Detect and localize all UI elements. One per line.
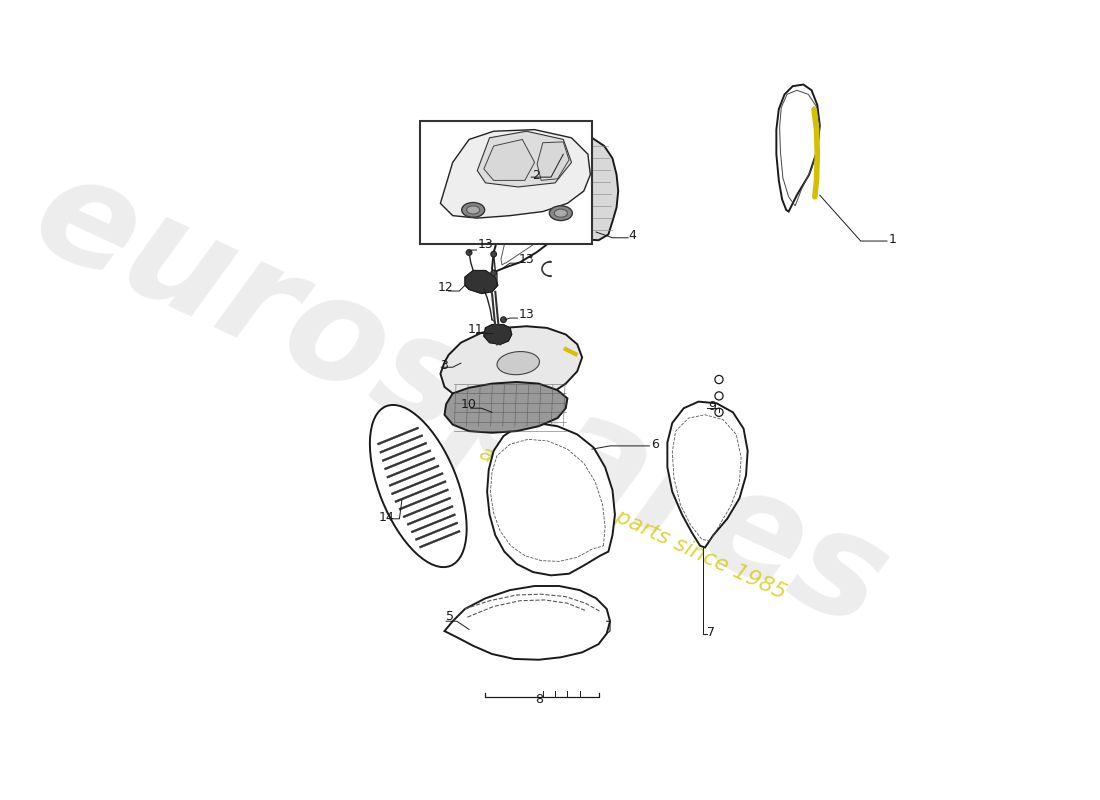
Circle shape xyxy=(491,270,496,276)
Polygon shape xyxy=(377,427,419,445)
Polygon shape xyxy=(465,270,498,294)
Text: 4: 4 xyxy=(629,230,637,242)
Text: a passion for parts since 1985: a passion for parts since 1985 xyxy=(476,442,790,603)
Polygon shape xyxy=(440,130,591,218)
Text: 10: 10 xyxy=(461,398,476,411)
Circle shape xyxy=(715,392,723,400)
Bar xyxy=(420,122,592,244)
Ellipse shape xyxy=(549,206,572,221)
Polygon shape xyxy=(382,442,427,462)
Circle shape xyxy=(500,317,506,322)
Polygon shape xyxy=(444,586,610,660)
Polygon shape xyxy=(392,473,443,495)
Ellipse shape xyxy=(462,202,485,218)
Polygon shape xyxy=(444,382,568,433)
Polygon shape xyxy=(411,514,455,533)
Ellipse shape xyxy=(466,206,480,214)
Polygon shape xyxy=(777,85,820,211)
Text: 9: 9 xyxy=(708,400,716,413)
Text: 13: 13 xyxy=(518,253,534,266)
Polygon shape xyxy=(399,489,449,510)
Polygon shape xyxy=(379,434,422,454)
Text: 8: 8 xyxy=(535,693,542,706)
Polygon shape xyxy=(551,134,618,240)
Polygon shape xyxy=(440,326,582,406)
Polygon shape xyxy=(484,139,535,181)
Polygon shape xyxy=(484,325,512,344)
Ellipse shape xyxy=(554,209,568,218)
Ellipse shape xyxy=(497,351,539,374)
Polygon shape xyxy=(668,402,748,547)
Circle shape xyxy=(491,251,496,257)
Polygon shape xyxy=(477,131,572,187)
Text: 3: 3 xyxy=(440,359,449,372)
Text: 7: 7 xyxy=(706,626,715,639)
Polygon shape xyxy=(407,506,453,526)
Circle shape xyxy=(715,375,723,384)
Ellipse shape xyxy=(370,405,466,567)
Polygon shape xyxy=(419,530,460,548)
Polygon shape xyxy=(395,481,447,502)
Polygon shape xyxy=(403,497,451,518)
Circle shape xyxy=(715,408,723,416)
Text: 11: 11 xyxy=(468,323,483,336)
Text: 14: 14 xyxy=(378,511,395,524)
Text: 13: 13 xyxy=(518,308,534,321)
Polygon shape xyxy=(537,142,569,181)
Text: eurospares: eurospares xyxy=(13,141,909,659)
Polygon shape xyxy=(384,450,431,470)
Text: 13: 13 xyxy=(477,238,493,251)
Text: 2: 2 xyxy=(532,169,540,182)
Polygon shape xyxy=(389,465,439,486)
Polygon shape xyxy=(386,458,436,478)
Text: 6: 6 xyxy=(651,438,659,450)
Polygon shape xyxy=(415,522,458,541)
Circle shape xyxy=(466,250,472,255)
Polygon shape xyxy=(487,423,615,575)
Text: 12: 12 xyxy=(438,281,453,294)
Text: 1: 1 xyxy=(889,233,896,246)
Text: 5: 5 xyxy=(447,610,454,622)
Polygon shape xyxy=(492,122,591,273)
